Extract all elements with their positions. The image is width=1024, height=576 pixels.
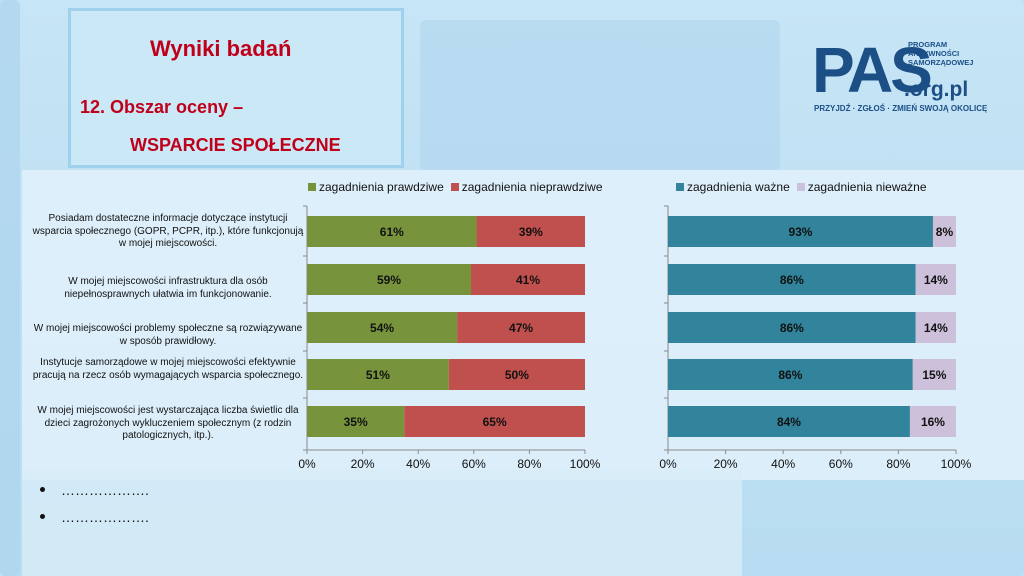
left-bar-b	[476, 216, 585, 247]
left-bar-label: 39%	[519, 225, 543, 239]
left-bar-label: 50%	[505, 368, 529, 382]
legend-label: zagadnienia nieprawdziwe	[461, 180, 603, 194]
right-x-tick-label: 80%	[886, 457, 910, 471]
legend-label: zagadnienia nieważne	[807, 180, 927, 194]
right-bar-b	[912, 359, 956, 390]
section-number: 12. Obszar oceny –	[80, 97, 244, 117]
logo-line: PROGRAM	[908, 40, 948, 49]
left-bar-b	[457, 312, 585, 343]
page-title: Wyniki badań	[150, 36, 292, 61]
right-bar-label: 14%	[924, 321, 948, 335]
row-label: W mojej miejscowości problemy społeczne …	[33, 323, 303, 347]
bullet-item: ……………….	[40, 503, 149, 530]
section-title: WSPARCIE SPOŁECZNE	[130, 135, 341, 155]
left-bar-b	[471, 264, 585, 295]
legend-swatch	[308, 183, 316, 191]
bullet-list: ………………. ……………….	[40, 476, 149, 530]
right-x-tick-label: 20%	[714, 457, 738, 471]
legend-item-true: zagadnienia prawdziwe	[308, 180, 444, 194]
background-shape	[420, 20, 780, 170]
legend-label: zagadnienia prawdziwe	[319, 180, 444, 194]
left-bar-label: 41%	[516, 273, 540, 287]
left-x-tick-label: 20%	[351, 457, 375, 471]
row-label: W mojej miejscowości jest wystarczająca …	[37, 405, 299, 441]
right-bar-label: 84%	[777, 415, 801, 429]
bottom-panel	[22, 470, 742, 576]
right-bar-a	[668, 312, 916, 343]
right-bar-label: 15%	[922, 368, 946, 382]
legend-item-unimportant: zagadnienia nieważne	[796, 180, 927, 194]
legend-swatch	[796, 183, 805, 191]
pas-logo: PAS PROGRAM AKTYWNOŚCI SAMORZĄDOWEJ .org…	[812, 34, 987, 120]
logo-line: AKTYWNOŚCI	[908, 49, 960, 58]
left-bar-a	[307, 216, 477, 247]
left-bar-a	[307, 406, 405, 437]
right-x-tick-label: 100%	[941, 457, 972, 471]
right-bar-label: 8%	[936, 225, 954, 239]
legend-item-important: zagadnienia ważne	[676, 180, 790, 194]
left-x-tick-label: 80%	[517, 457, 541, 471]
right-bar-label: 86%	[780, 273, 804, 287]
left-bar-a	[307, 359, 449, 390]
left-bar-label: 54%	[370, 321, 394, 335]
left-bar-label: 35%	[344, 415, 368, 429]
bullet-item: ……………….	[40, 476, 149, 503]
right-bar-label: 16%	[921, 415, 945, 429]
right-x-tick-label: 0%	[659, 457, 677, 471]
right-bar-label: 86%	[780, 321, 804, 335]
logo-program-text: PROGRAM AKTYWNOŚCI SAMORZĄDOWEJ	[908, 40, 974, 67]
legend-item-false: zagadnienia nieprawdziwe	[450, 180, 603, 194]
left-bar-b	[448, 359, 585, 390]
bullet-text: ……………….	[61, 508, 149, 525]
left-bar-a	[307, 312, 458, 343]
logo-tagline: PRZYJDŹ · ZGŁOŚ · ZMIEŃ SWOJĄ OKOLICĘ	[814, 104, 988, 113]
legend-label: zagadnienia ważne	[687, 180, 790, 194]
left-x-tick-label: 0%	[298, 457, 316, 471]
left-bar-b	[404, 406, 585, 437]
right-bar-b	[915, 264, 956, 295]
legend-right: zagadnienia ważne zagadnienia nieważne	[676, 180, 934, 194]
legend-swatch	[450, 183, 459, 191]
left-bar-label: 51%	[366, 368, 390, 382]
bullet-dot	[40, 514, 45, 519]
right-bar-label: 86%	[778, 368, 802, 382]
right-bar-a	[668, 406, 910, 437]
right-bar-a	[668, 216, 933, 247]
left-bar-label: 59%	[377, 273, 401, 287]
logo-main-text: PAS	[812, 34, 933, 106]
left-bar-label: 61%	[380, 225, 404, 239]
left-x-tick-label: 60%	[462, 457, 486, 471]
row-label: W mojej miejscowości infrastruktura dla …	[64, 276, 272, 300]
bullet-text: ……………….	[61, 481, 149, 498]
legend-left: zagadnienia prawdziwe zagadnienia niepra…	[308, 180, 610, 194]
background-shape	[0, 0, 20, 576]
logo-domain: .org.pl	[904, 78, 969, 101]
right-bar-b	[909, 406, 956, 437]
left-bar-a	[307, 264, 472, 295]
row-label: Posiadam dostateczne informacje dotycząc…	[32, 213, 304, 249]
logo-line: SAMORZĄDOWEJ	[908, 58, 974, 67]
left-bar-label: 47%	[509, 321, 533, 335]
bullet-dot	[40, 487, 45, 492]
left-x-tick-label: 40%	[406, 457, 430, 471]
right-x-tick-label: 60%	[829, 457, 853, 471]
row-label: Instytucje samorządowe w mojej miejscowo…	[32, 357, 304, 381]
title-panel	[68, 8, 404, 168]
legend-swatch	[676, 183, 684, 191]
right-bar-a	[668, 359, 913, 390]
left-x-tick-label: 100%	[570, 457, 601, 471]
right-x-tick-label: 40%	[771, 457, 795, 471]
right-bar-b	[932, 216, 956, 247]
right-bar-label: 93%	[788, 225, 812, 239]
right-bar-a	[668, 264, 916, 295]
left-bar-label: 65%	[483, 415, 507, 429]
right-bar-b	[915, 312, 956, 343]
right-bar-label: 14%	[924, 273, 948, 287]
